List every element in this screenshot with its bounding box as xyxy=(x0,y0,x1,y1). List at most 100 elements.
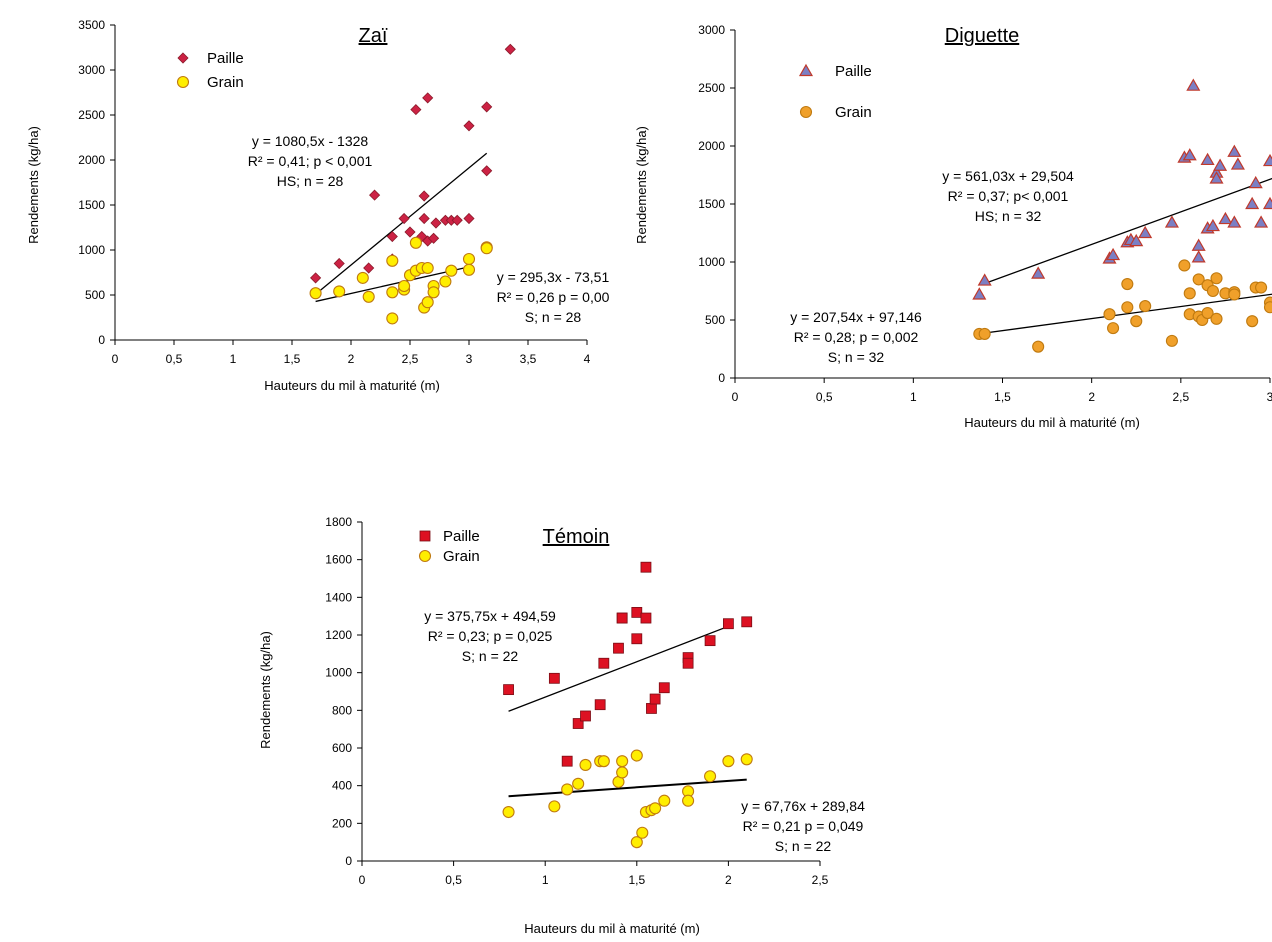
svg-text:R² = 0,26 p = 0,00: R² = 0,26 p = 0,00 xyxy=(497,289,610,305)
x-tick-label: 0 xyxy=(359,873,366,887)
y-tick-label: 200 xyxy=(332,816,352,830)
y-tick-label: 1800 xyxy=(325,515,352,529)
data-point-grain xyxy=(386,254,399,267)
svg-text:y = 67,76x + 289,84: y = 67,76x + 289,84 xyxy=(741,798,865,814)
x-tick-label: 0 xyxy=(112,352,119,366)
data-point-paille xyxy=(616,612,628,624)
y-tick-label: 800 xyxy=(332,703,352,717)
x-axis-label: Hauteurs du mil à maturité (m) xyxy=(524,921,700,936)
data-point-paille xyxy=(386,230,398,243)
x-tick-label: 1 xyxy=(542,873,549,887)
data-point-paille xyxy=(631,633,643,645)
data-point-grain xyxy=(636,826,649,839)
y-tick-label: 1500 xyxy=(698,197,725,211)
data-point-paille xyxy=(333,257,345,270)
data-point-grain xyxy=(616,755,629,768)
svg-text:S; n = 32: S; n = 32 xyxy=(828,349,885,365)
data-point-paille xyxy=(594,699,606,711)
data-point-paille xyxy=(704,635,716,647)
data-point-paille xyxy=(418,212,430,225)
data-point-grain xyxy=(356,271,369,284)
data-point-grain xyxy=(421,261,434,275)
data-point-grain xyxy=(1103,308,1116,321)
data-point-paille xyxy=(1248,175,1263,189)
x-tick-label: 0,5 xyxy=(816,390,833,404)
x-tick-label: 2,5 xyxy=(402,352,419,366)
data-point-grain xyxy=(1121,277,1134,291)
data-point-grain xyxy=(616,766,629,779)
data-point-grain xyxy=(386,286,399,299)
data-point-paille xyxy=(649,693,661,705)
data-point-paille xyxy=(972,287,987,300)
data-point-paille xyxy=(1227,215,1242,228)
svg-text:R² = 0,28; p = 0,002: R² = 0,28; p = 0,002 xyxy=(794,329,919,345)
data-point-grain xyxy=(1183,287,1196,300)
legend-marker-paille xyxy=(177,52,189,64)
data-point-paille xyxy=(451,214,463,226)
x-tick-label: 1 xyxy=(230,352,237,366)
data-point-grain xyxy=(1032,340,1045,353)
data-point-grain xyxy=(548,800,561,813)
data-point-paille xyxy=(410,104,422,116)
y-tick-label: 500 xyxy=(705,313,725,327)
data-point-grain xyxy=(1210,312,1223,325)
data-point-paille xyxy=(722,618,734,630)
data-point-paille xyxy=(741,616,753,628)
data-point-paille xyxy=(481,165,493,177)
data-point-grain xyxy=(1130,315,1143,328)
data-point-grain xyxy=(740,753,753,766)
data-point-grain xyxy=(309,287,322,300)
svg-text:y = 207,54x + 97,146: y = 207,54x + 97,146 xyxy=(790,309,922,325)
regression-equation-paille: y = 1080,5x - 1328 R² = 0,41; p < 0,001 … xyxy=(248,133,373,189)
x-tick-label: 0,5 xyxy=(166,352,183,366)
scatter-chart-diguette: 0 0,5 1 1,5 2 2,5 3 0 500 1000 1500 2000 2500 3000 Di… xyxy=(634,23,1272,430)
legend-marker-grain xyxy=(418,549,432,563)
y-tick-label: 0 xyxy=(718,371,725,385)
trend-line-grain xyxy=(979,293,1272,335)
data-point-paille xyxy=(580,710,591,722)
data-point-grain xyxy=(1246,315,1259,328)
data-point-grain xyxy=(572,777,585,790)
data-point-paille xyxy=(404,226,416,238)
data-point-paille xyxy=(369,189,381,201)
data-point-paille xyxy=(428,232,440,244)
trend-line-paille xyxy=(508,625,729,712)
x-axis-label: Hauteurs du mil à maturité (m) xyxy=(264,378,440,393)
y-tick-label: 500 xyxy=(85,288,105,302)
svg-text:S; n = 22: S; n = 22 xyxy=(462,648,519,664)
data-point-paille xyxy=(1254,215,1269,228)
data-point-grain xyxy=(704,770,717,783)
y-tick-label: 3000 xyxy=(698,23,725,37)
legend-label: Grain xyxy=(835,104,872,121)
x-tick-label: 2,5 xyxy=(1172,390,1189,404)
data-point-paille xyxy=(503,684,514,696)
svg-text:S; n = 22: S; n = 22 xyxy=(775,838,832,854)
data-point-paille xyxy=(598,657,610,669)
data-point-paille xyxy=(1106,247,1121,261)
x-tick-label: 4 xyxy=(584,352,591,366)
svg-text:S; n = 28: S; n = 28 xyxy=(525,309,582,325)
x-tick-label: 0,5 xyxy=(445,873,462,887)
svg-text:y = 1080,5x - 1328: y = 1080,5x - 1328 xyxy=(252,133,369,149)
regression-equation-grain: y = 67,76x + 289,84 R² = 0,21 p = 0,049 … xyxy=(741,798,865,854)
y-tick-label: 1000 xyxy=(698,255,725,269)
data-point-grain xyxy=(658,794,671,807)
data-point-grain xyxy=(1192,273,1205,286)
y-tick-label: 1000 xyxy=(78,243,105,257)
data-point-paille xyxy=(1164,215,1179,228)
y-tick-label: 1400 xyxy=(325,590,352,604)
trend-line-grain xyxy=(508,778,747,798)
data-point-paille xyxy=(310,272,322,284)
regression-equation-grain: y = 295,3x - 73,51 R² = 0,26 p = 0,00 S;… xyxy=(497,269,610,325)
data-point-grain xyxy=(445,264,458,277)
svg-text:R² = 0,21 p = 0,049: R² = 0,21 p = 0,049 xyxy=(743,818,864,834)
y-tick-label: 2500 xyxy=(698,81,725,95)
data-point-paille xyxy=(658,682,670,694)
regression-equation-grain: y = 207,54x + 97,146 R² = 0,28; p = 0,00… xyxy=(790,309,922,365)
y-tick-label: 2000 xyxy=(698,139,725,153)
data-point-paille xyxy=(463,212,475,225)
x-tick-label: 2,5 xyxy=(812,873,829,887)
legend: Paille Grain xyxy=(418,528,480,565)
y-tick-label: 1200 xyxy=(325,628,352,642)
scatter-chart-zai: 0 0,5 1 1,5 2 2,5 3 3,5 4 0 500 1000 1500 2000 2500 300… xyxy=(26,18,610,393)
